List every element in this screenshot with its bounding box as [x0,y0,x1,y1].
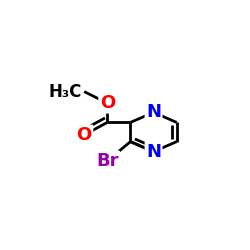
Text: Br: Br [96,152,118,170]
Text: O: O [76,126,92,144]
Text: N: N [146,104,161,122]
Text: H₃C: H₃C [49,82,82,100]
Text: O: O [100,94,115,112]
Text: N: N [146,143,161,161]
